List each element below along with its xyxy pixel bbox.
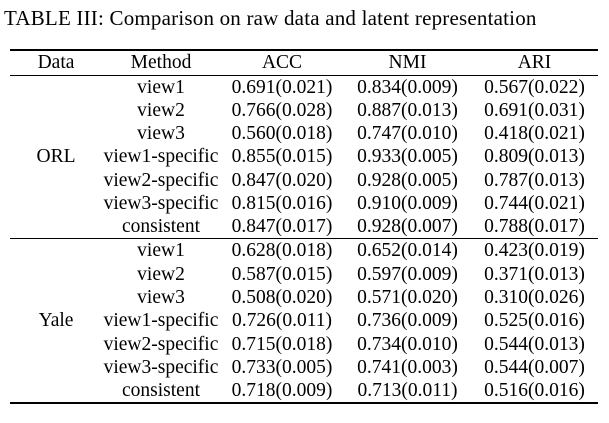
table-row: view2 0.766(0.028) 0.887(0.013) 0.691(0.… — [10, 99, 598, 122]
col-header-acc: ACC — [261, 52, 303, 74]
cell-nmi: 0.652(0.014) — [357, 240, 458, 262]
table-row: view3 0.508(0.020) 0.571(0.020) 0.310(0.… — [10, 286, 598, 309]
cell-nmi: 0.928(0.005) — [357, 169, 458, 191]
header-row: Data Method ACC NMI ARI — [10, 50, 598, 75]
cell-ari: 0.787(0.013) — [484, 169, 585, 191]
cell-acc: 0.691(0.021) — [231, 76, 333, 98]
cell-method: view1-specific — [103, 146, 219, 168]
group-label-yale: Yale — [38, 310, 74, 332]
cell-acc: 0.847(0.017) — [231, 216, 333, 238]
group-label-orl: ORL — [36, 146, 76, 168]
cell-ari: 0.525(0.016) — [484, 310, 585, 332]
table-row: view2 0.587(0.015) 0.597(0.009) 0.371(0.… — [10, 262, 598, 285]
cell-acc: 0.715(0.018) — [231, 333, 333, 355]
table-row: view1-specific 0.855(0.015) 0.933(0.005)… — [10, 145, 598, 168]
cell-acc: 0.815(0.016) — [231, 193, 333, 215]
cell-method: view2 — [137, 99, 185, 121]
cell-nmi: 0.933(0.005) — [357, 146, 458, 168]
cell-ari: 0.744(0.021) — [484, 193, 585, 215]
cell-acc: 0.718(0.009) — [231, 380, 333, 402]
table-row: view1-specific 0.726(0.011) 0.736(0.009)… — [10, 309, 598, 332]
comparison-table: Data Method ACC NMI ARI ORL view1 0.691(… — [10, 49, 598, 405]
cell-acc: 0.733(0.005) — [231, 357, 333, 379]
cell-method: view3-specific — [103, 357, 219, 379]
cell-nmi: 0.741(0.003) — [357, 357, 458, 379]
group-yale: Yale view1 0.628(0.018) 0.652(0.014) 0.4… — [10, 239, 598, 403]
table-row: view2-specific 0.715(0.018) 0.734(0.010)… — [10, 333, 598, 356]
cell-method: view2 — [137, 263, 185, 285]
cell-method: consistent — [122, 216, 200, 238]
cell-nmi: 0.834(0.009) — [357, 76, 458, 98]
cell-acc: 0.855(0.015) — [231, 146, 333, 168]
cell-method: view1-specific — [103, 310, 219, 332]
cell-nmi: 0.747(0.010) — [357, 123, 458, 145]
table-row: ORL view1 0.691(0.021) 0.834(0.009) 0.56… — [10, 75, 598, 168]
group-orl: ORL view1 0.691(0.021) 0.834(0.009) 0.56… — [10, 75, 598, 239]
cell-ari: 0.691(0.031) — [484, 99, 585, 121]
cell-nmi: 0.571(0.020) — [357, 287, 458, 309]
cell-ari: 0.310(0.026) — [484, 287, 585, 309]
table-row: Yale view1 0.628(0.018) 0.652(0.014) 0.4… — [10, 239, 598, 331]
cell-method: view3 — [137, 287, 185, 309]
col-header-ari: ARI — [517, 52, 552, 74]
cell-ari: 0.423(0.019) — [484, 240, 585, 262]
col-header-data: Data — [37, 52, 75, 74]
table-caption: TABLE III: Comparison on raw data and la… — [4, 6, 537, 30]
cell-acc: 0.628(0.018) — [231, 240, 333, 262]
cell-acc: 0.726(0.011) — [231, 310, 332, 332]
cell-ari: 0.809(0.013) — [484, 146, 585, 168]
col-header-nmi: NMI — [388, 52, 427, 74]
cell-acc: 0.587(0.015) — [231, 263, 333, 285]
cell-acc: 0.847(0.020) — [231, 169, 333, 191]
table-header: Data Method ACC NMI ARI — [10, 50, 598, 75]
cell-ari: 0.544(0.007) — [484, 357, 585, 379]
cell-method: view1 — [137, 76, 185, 98]
cell-method: view1 — [137, 240, 185, 262]
table-row: view3-specific 0.815(0.016) 0.910(0.009)… — [10, 192, 598, 215]
table-row: view3 0.560(0.018) 0.747(0.010) 0.418(0.… — [10, 122, 598, 145]
cell-ari: 0.516(0.016) — [484, 380, 585, 402]
cell-ari: 0.788(0.017) — [484, 216, 585, 238]
cell-ari: 0.544(0.013) — [484, 333, 585, 355]
table-row: consistent 0.718(0.009) 0.713(0.011) 0.5… — [10, 379, 598, 403]
cell-ari: 0.371(0.013) — [484, 263, 585, 285]
table-row: consistent 0.847(0.017) 0.928(0.007) 0.7… — [10, 215, 598, 239]
cell-nmi: 0.713(0.011) — [357, 380, 458, 402]
cell-nmi: 0.887(0.013) — [357, 99, 458, 121]
table-row: view3-specific 0.733(0.005) 0.741(0.003)… — [10, 356, 598, 379]
cell-method: view2-specific — [103, 169, 219, 191]
cell-method: view3-specific — [103, 193, 219, 215]
cell-nmi: 0.928(0.007) — [357, 216, 458, 238]
cell-method: consistent — [122, 380, 200, 402]
cell-ari: 0.418(0.021) — [484, 123, 585, 145]
cell-nmi: 0.910(0.009) — [357, 193, 458, 215]
cell-ari: 0.567(0.022) — [484, 76, 585, 98]
table-row: view2-specific 0.847(0.020) 0.928(0.005)… — [10, 169, 598, 192]
cell-method: view2-specific — [103, 333, 219, 355]
cell-nmi: 0.734(0.010) — [357, 333, 458, 355]
cell-nmi: 0.597(0.009) — [357, 263, 458, 285]
col-header-method: Method — [130, 52, 192, 74]
cell-method: view3 — [137, 123, 185, 145]
cell-acc: 0.766(0.028) — [231, 99, 333, 121]
cell-acc: 0.508(0.020) — [231, 287, 333, 309]
cell-nmi: 0.736(0.009) — [357, 310, 458, 332]
cell-acc: 0.560(0.018) — [231, 123, 333, 145]
